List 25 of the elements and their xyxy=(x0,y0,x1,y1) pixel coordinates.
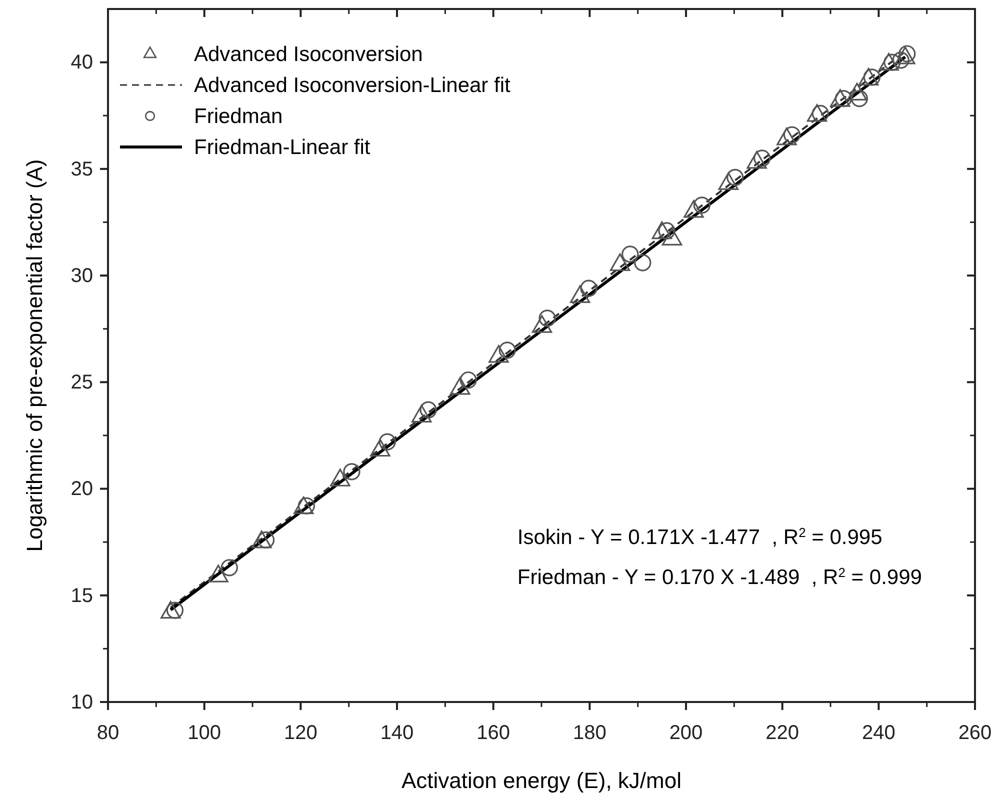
legend-label: Friedman-Linear fit xyxy=(194,136,370,159)
legend-label: Advanced Isoconversion xyxy=(194,43,423,66)
y-tick-label: 35 xyxy=(70,158,93,180)
x-tick-label: 100 xyxy=(188,722,222,744)
legend-label: Friedman xyxy=(194,105,283,128)
y-tick-label: 20 xyxy=(70,478,93,500)
y-tick-label: 40 xyxy=(70,52,93,74)
y-tick-label: 10 xyxy=(70,691,93,714)
x-axis-title: Activation energy (E), kJ/mol xyxy=(402,768,682,793)
x-tick-label: 180 xyxy=(572,722,606,744)
x-tick-label: 120 xyxy=(284,722,318,744)
x-tick-label: 260 xyxy=(958,722,992,744)
x-tick-label: 220 xyxy=(766,722,800,744)
y-axis-title: Logarithmic of pre-exponential factor (A) xyxy=(22,159,47,552)
x-tick-label: 80 xyxy=(96,722,120,744)
annotation: Isokin - Y = 0.171X -1.477 , R$^{2}$ = 0.995 xyxy=(517,524,882,550)
x-tick-label: 140 xyxy=(380,722,414,744)
x-tick-label: 200 xyxy=(669,722,703,744)
y-tick-label: 15 xyxy=(70,584,93,607)
legend-label: Advanced Isoconversion-Linear fit xyxy=(194,74,511,97)
x-tick-label: 160 xyxy=(476,722,510,744)
y-tick-label: 30 xyxy=(70,264,93,287)
x-tick-label: 240 xyxy=(862,722,896,744)
y-tick-label: 25 xyxy=(70,372,93,394)
annotation: Friedman - Y = 0.170 X -1.489 , R$^{2}$ = 0.999 xyxy=(517,564,922,590)
